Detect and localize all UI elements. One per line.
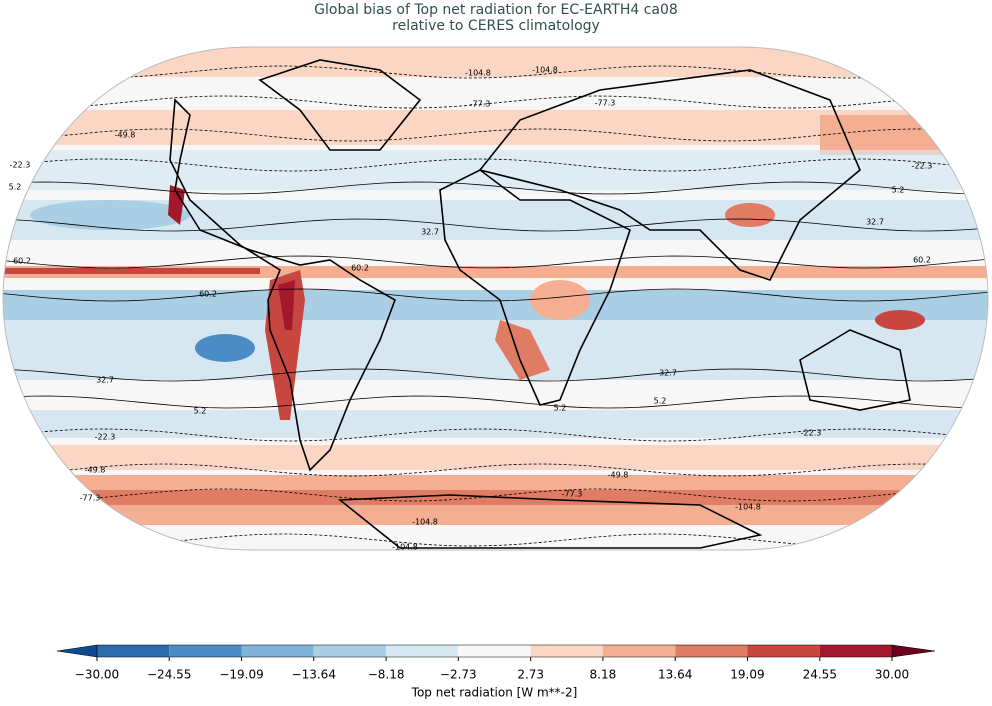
contour-label: -49.8 — [608, 471, 629, 480]
contour-label: -22.3 — [95, 433, 116, 442]
contour-line — [3, 128, 988, 142]
colorbar-tick-label: −13.64 — [292, 668, 336, 682]
contour-label: -49.8 — [85, 466, 106, 475]
colorbar-tick-label: 30.00 — [875, 668, 909, 682]
contour-label: -104.8 — [412, 518, 438, 527]
contour-label: -22.3 — [912, 162, 933, 171]
title-line: relative to CERES climatology — [392, 18, 600, 34]
colorbar-bin — [747, 645, 820, 657]
colorbar-extend-under — [56, 644, 98, 658]
colorbar-tick-label: 13.64 — [658, 668, 692, 682]
contour-label: 5.2 — [554, 404, 567, 413]
colorbar-label: Top net radiation [W m**-2] — [411, 686, 578, 700]
colorbar-bin — [675, 645, 748, 657]
contour-line — [3, 288, 988, 302]
contour-label: -104.8 — [392, 543, 418, 552]
colorbar-bin — [602, 645, 676, 657]
contour-line — [3, 368, 988, 382]
colorbar-tick-label: −30.00 — [75, 668, 119, 682]
contour-line — [3, 181, 988, 195]
contour-label: 5.2 — [194, 407, 207, 416]
colorbar-tick-label: 24.55 — [803, 668, 837, 682]
colorbar-bin — [169, 645, 242, 657]
contour-line — [3, 158, 988, 172]
contour-label: 5.2 — [654, 397, 667, 406]
colorbar-tick-label: 2.73 — [517, 668, 544, 682]
colorbar-bin — [386, 645, 459, 657]
contour-line — [3, 95, 988, 109]
colorbar-tick-label: −24.55 — [147, 668, 191, 682]
contour-line — [3, 428, 988, 442]
contour-label: 60.2 — [351, 264, 369, 273]
colorbar-bin — [530, 645, 603, 657]
contour-label: -104.8 — [735, 503, 761, 512]
map-border — [2, 46, 989, 551]
colorbar-tick-label: −2.73 — [440, 668, 477, 682]
contour-label: -77.3 — [595, 99, 616, 108]
contour-line — [3, 488, 988, 502]
map-field — [3, 47, 988, 550]
contour-label: 32.7 — [96, 376, 114, 385]
colorbar-bin — [458, 645, 531, 657]
contour-line — [3, 255, 988, 269]
contour-label: 32.7 — [659, 369, 677, 378]
contour-line — [3, 218, 988, 232]
colorbar-tick-label: 19.09 — [730, 668, 764, 682]
contour-label: 60.2 — [13, 257, 31, 266]
contour-label: 60.2 — [913, 256, 931, 265]
contour-label: -22.3 — [10, 161, 31, 170]
contour-line — [3, 463, 988, 477]
colorbar-extend-over — [891, 644, 936, 658]
colorbar-outline — [96, 644, 893, 658]
contour-label: -22.3 — [801, 429, 822, 438]
contour-label: -104.8 — [532, 66, 558, 75]
contour-label: 60.2 — [199, 290, 217, 299]
contour-line — [3, 65, 988, 79]
contour-line — [3, 395, 988, 409]
colorbar-bin — [97, 645, 170, 657]
contour-label: 32.7 — [866, 218, 884, 227]
contour-label: -104.8 — [465, 69, 491, 78]
colorbar-bin — [241, 645, 314, 657]
colorbar-tick-label: −19.09 — [219, 668, 263, 682]
contour-label: 32.7 — [421, 228, 439, 237]
contour-label: -49.8 — [115, 131, 136, 140]
contour-label: -77.3 — [562, 490, 583, 499]
contour-label: 5.2 — [9, 183, 22, 192]
contour-label: 5.2 — [892, 186, 905, 195]
title-line: Global bias of Top net radiation for EC-… — [314, 2, 678, 18]
colorbar-bin — [313, 645, 387, 657]
colorbar-tick-label: −8.18 — [368, 668, 405, 682]
contour-label: -77.3 — [470, 100, 491, 109]
colorbar-tick-label: 8.18 — [590, 668, 617, 682]
contour-label: -77.3 — [80, 494, 101, 503]
colorbar-bin — [819, 645, 892, 657]
